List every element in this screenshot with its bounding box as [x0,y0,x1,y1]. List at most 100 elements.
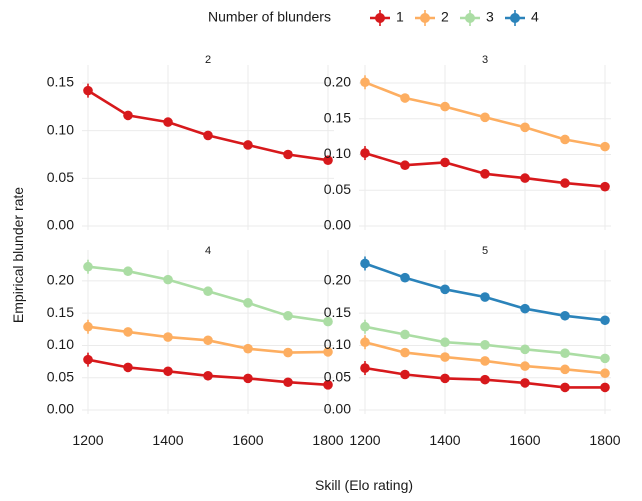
y-tick-label: 0.10 [324,145,351,161]
y-tick-label: 0.10 [324,336,351,352]
data-point-3 [360,321,370,332]
data-point-4 [520,303,530,314]
panel-2: 2 0.00 0.05 0.10 0.15 [47,54,334,233]
data-point-1 [203,130,213,141]
data-point-2 [83,321,93,332]
data-point-2 [600,141,610,152]
data-point-2 [123,327,133,337]
data-point-2 [560,364,570,375]
y-tick-label: 0.20 [324,272,351,288]
legend-item-2: 2 [415,9,449,26]
panel-strip-label: 4 [205,245,211,257]
y-tick-label: 0.05 [47,368,74,384]
data-point-3 [560,348,570,359]
panel-strip-label: 2 [205,54,211,66]
legend-label: 3 [486,9,494,25]
y-axis-title: Empirical blunder rate [10,187,26,323]
data-point-1 [283,149,293,160]
data-point-1 [360,363,370,373]
series-line-4 [364,262,606,322]
series-line-1 [87,89,329,162]
legend-key-point [465,13,475,23]
data-point-3 [400,329,410,340]
x-tick-label: 1800 [312,432,343,448]
data-point-1 [123,362,133,373]
data-point-1 [243,373,253,384]
data-point-3 [243,298,253,308]
data-point-2 [203,335,213,346]
y-tick-label: 0.15 [47,304,74,320]
data-point-1 [243,140,253,150]
x-tick-label: 1200 [72,432,103,448]
y-tick-label: 0.10 [47,121,74,137]
data-point-1 [83,354,93,365]
data-point-2 [440,352,450,362]
data-point-3 [600,353,610,364]
data-point-2 [520,122,530,133]
data-point-4 [440,284,450,295]
legend: Number of blunders 1 2 3 4 [208,9,539,26]
data-point-3 [283,310,293,321]
legend-key-point [420,13,430,23]
y-tick-label: 0.05 [324,181,351,197]
data-point-3 [323,316,333,327]
data-point-1 [323,155,333,166]
legend-item-1: 1 [370,9,404,26]
data-point-2 [323,347,333,357]
data-point-2 [560,134,570,145]
panel-strip-label: 3 [482,54,488,66]
data-point-3 [163,274,173,285]
x-axis-title: Skill (Elo rating) [315,477,413,493]
data-point-2 [520,361,530,371]
y-tick-label: 0.20 [324,74,351,90]
data-point-1 [440,373,450,384]
data-point-1 [560,178,570,188]
y-tick-label: 0.00 [47,401,74,417]
data-point-2 [163,332,173,342]
data-point-1 [83,85,93,96]
data-point-2 [360,77,370,88]
data-point-2 [283,347,293,358]
data-point-2 [480,356,490,366]
panel-5: 5 0.00 0.05 0.10 0.15 0.20 1200 1400 1600 1800 [324,245,621,448]
data-point-1 [163,366,173,377]
data-point-1 [600,382,610,393]
data-point-1 [203,370,213,381]
data-point-1 [400,160,410,171]
data-point-1 [360,148,370,158]
data-point-1 [400,369,410,380]
data-point-2 [360,337,370,348]
x-tick-label: 1400 [429,432,460,448]
x-tick-label: 1600 [232,432,263,448]
x-tick-label: 1400 [152,432,183,448]
legend-label: 4 [531,9,539,25]
data-point-1 [163,117,173,127]
data-point-1 [123,110,133,121]
y-tick-label: 0.15 [324,109,351,125]
data-point-4 [360,258,370,269]
panel-3: 3 0.00 0.05 0.10 0.15 0.20 [324,54,611,233]
x-tick-label: 1600 [509,432,540,448]
data-point-3 [480,340,490,350]
legend-item-4: 4 [505,9,539,26]
data-point-2 [440,101,450,112]
legend-label: 2 [441,9,449,25]
data-point-1 [283,377,293,388]
panel-strip-label: 5 [482,245,488,257]
data-point-4 [400,272,410,283]
y-tick-label: 0.00 [324,401,351,417]
data-point-4 [480,292,490,302]
data-point-2 [600,368,610,379]
x-tick-label: 1800 [589,432,620,448]
data-point-4 [560,310,570,321]
data-point-1 [520,173,530,183]
data-point-3 [123,266,133,277]
y-tick-label: 0.05 [324,368,351,384]
y-tick-label: 0.10 [47,336,74,352]
y-tick-label: 0.00 [324,217,351,233]
legend-key-point [375,13,385,23]
data-point-3 [203,286,213,297]
data-point-1 [323,380,333,390]
legend-label: 1 [396,9,404,25]
